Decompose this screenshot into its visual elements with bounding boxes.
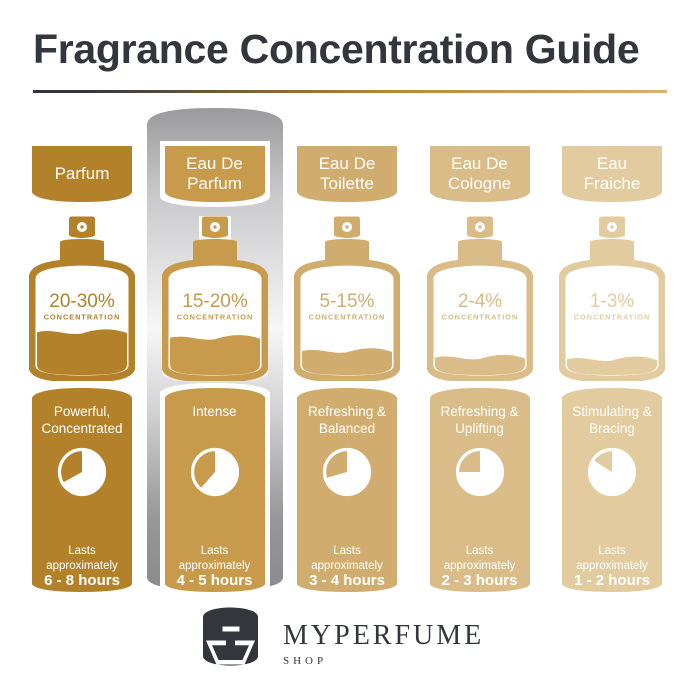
svg-text:CONCENTRATION: CONCENTRATION: [44, 313, 121, 322]
svg-text:1-3%: 1-3%: [590, 291, 634, 312]
svg-text:15-20%: 15-20%: [182, 291, 248, 312]
svg-text:CONCENTRATION: CONCENTRATION: [574, 313, 651, 322]
svg-text:CONCENTRATION: CONCENTRATION: [441, 313, 518, 322]
svg-text:20-30%: 20-30%: [49, 291, 115, 312]
svg-text:CONCENTRATION: CONCENTRATION: [176, 313, 253, 322]
svg-text:2-4%: 2-4%: [457, 291, 501, 312]
svg-text:5-15%: 5-15%: [320, 291, 375, 312]
svg-text:CONCENTRATION: CONCENTRATION: [309, 313, 386, 322]
